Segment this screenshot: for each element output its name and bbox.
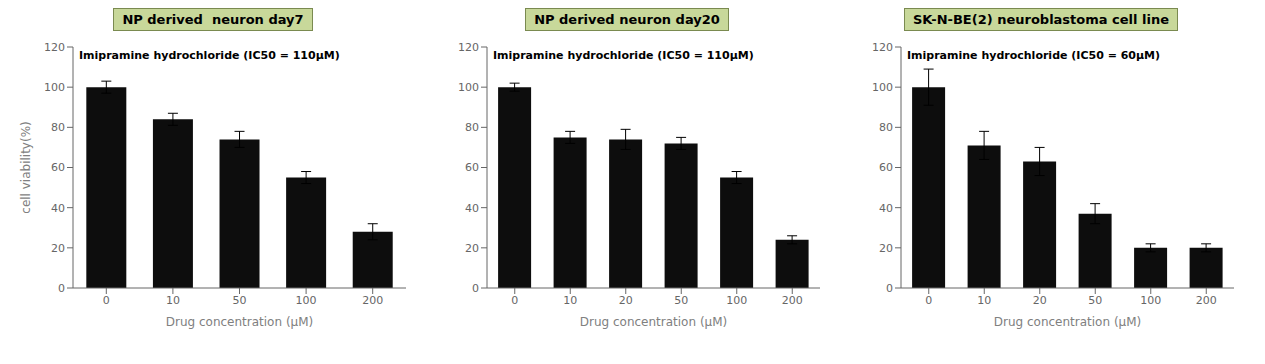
svg-text:20: 20 xyxy=(51,242,65,255)
svg-text:100: 100 xyxy=(726,294,747,307)
svg-text:Drug concentration (μM): Drug concentration (μM) xyxy=(580,315,728,329)
svg-text:10: 10 xyxy=(563,294,577,307)
svg-text:0: 0 xyxy=(58,282,65,295)
svg-text:40: 40 xyxy=(879,202,893,215)
svg-text:100: 100 xyxy=(296,294,317,307)
svg-text:80: 80 xyxy=(879,121,893,134)
html-text:NP derived neuron day20: NP derived neuron day20 xyxy=(534,12,720,27)
svg-text:0: 0 xyxy=(511,294,518,307)
html-text:Imipramine hydrochloride (IC50: Imipramine hydrochloride (IC50 = 110μM) xyxy=(79,49,340,62)
svg-text:Drug concentration (μM): Drug concentration (μM) xyxy=(994,315,1142,329)
svg-text:60: 60 xyxy=(51,161,65,174)
svg-text:120: 120 xyxy=(872,41,893,54)
svg-text:120: 120 xyxy=(458,41,479,54)
svg-text:80: 80 xyxy=(51,121,65,134)
svg-text:50: 50 xyxy=(1088,294,1102,307)
svg-text:80: 80 xyxy=(465,121,479,134)
svg-text:100: 100 xyxy=(872,81,893,94)
svg-text:40: 40 xyxy=(465,202,479,215)
html-text:NP derived neuron day7: NP derived neuron day7 xyxy=(122,12,304,27)
svg-text:20: 20 xyxy=(619,294,633,307)
svg-text:50: 50 xyxy=(233,294,247,307)
svg-text:100: 100 xyxy=(458,81,479,94)
svg-text:200: 200 xyxy=(362,294,383,307)
svg-text:60: 60 xyxy=(879,161,893,174)
svg-text:60: 60 xyxy=(465,161,479,174)
html-text:SK-N-BE(2) neuroblastoma cell: SK-N-BE(2) neuroblastoma cell line xyxy=(912,12,1169,27)
svg-text:Drug concentration (μM): Drug concentration (μM) xyxy=(166,315,314,329)
svg-text:cell viability(%): cell viability(%) xyxy=(19,121,33,213)
svg-text:20: 20 xyxy=(879,242,893,255)
svg-text:120: 120 xyxy=(44,41,65,54)
svg-text:0: 0 xyxy=(103,294,110,307)
svg-text:100: 100 xyxy=(1140,294,1161,307)
svg-text:100: 100 xyxy=(44,81,65,94)
svg-text:0: 0 xyxy=(925,294,932,307)
svg-text:20: 20 xyxy=(465,242,479,255)
svg-text:200: 200 xyxy=(1196,294,1217,307)
svg-text:0: 0 xyxy=(886,282,893,295)
html-text:Imipramine hydrochloride (IC50: Imipramine hydrochloride (IC50 = 110μM) xyxy=(493,49,754,62)
svg-text:10: 10 xyxy=(166,294,180,307)
svg-text:10: 10 xyxy=(977,294,991,307)
html-text:Imipramine hydrochloride (IC50: Imipramine hydrochloride (IC50 = 60μM) xyxy=(907,49,1161,62)
svg-text:40: 40 xyxy=(51,202,65,215)
svg-text:20: 20 xyxy=(1033,294,1047,307)
svg-text:0: 0 xyxy=(472,282,479,295)
svg-text:50: 50 xyxy=(674,294,688,307)
svg-text:200: 200 xyxy=(782,294,803,307)
